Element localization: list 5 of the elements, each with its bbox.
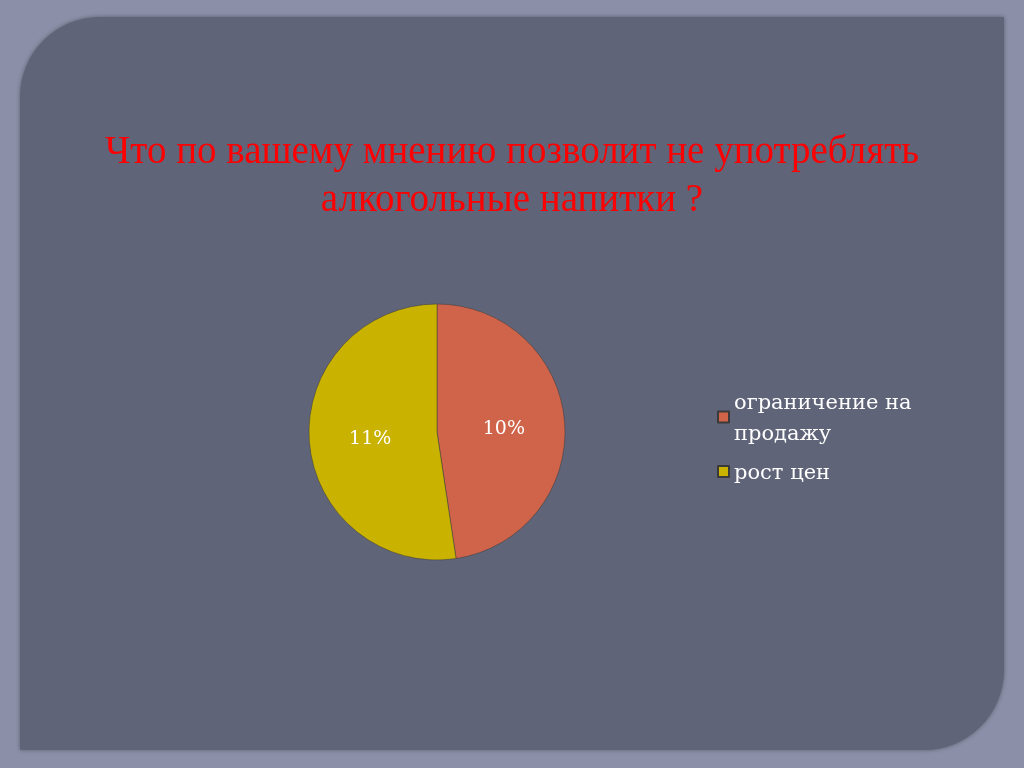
- chart-title: Что по вашему мнению позволит не употреблять алкогольные напитки ?: [104, 127, 920, 221]
- data-label: 11%: [349, 426, 392, 449]
- data-label: 10%: [482, 415, 525, 438]
- legend-label: ограничение на продажу: [734, 389, 912, 445]
- legend-label: рост цен: [734, 459, 831, 484]
